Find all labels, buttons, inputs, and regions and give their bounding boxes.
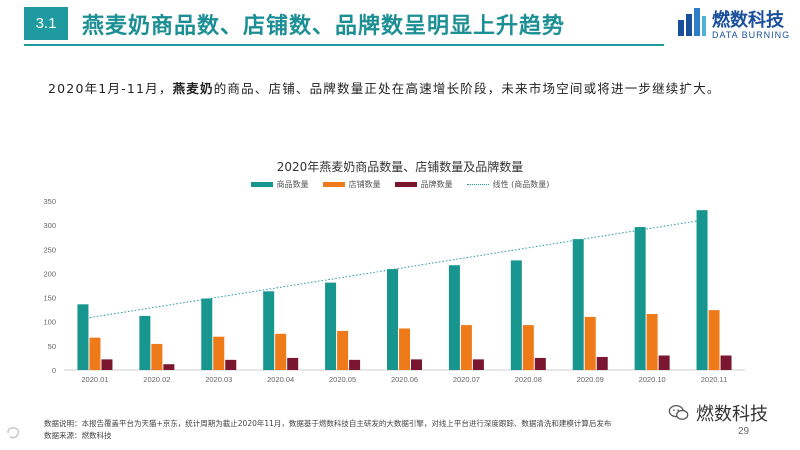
bar-stores (708, 310, 720, 370)
footnote-line-2: 数据来源：燃数科技 (44, 431, 112, 440)
x-tick-label: 2020.06 (391, 375, 418, 384)
summary-prefix: 2020年1月-11月， (48, 81, 173, 96)
x-tick-label: 2020.08 (515, 375, 542, 384)
y-tick-label: 0 (52, 366, 56, 375)
y-tick-label: 50 (48, 342, 56, 351)
bar-brands (349, 359, 361, 370)
bar-stores (646, 313, 658, 370)
bar-stores (89, 337, 101, 370)
bar-products (201, 298, 213, 370)
bar-products (387, 269, 398, 370)
x-tick-label: 2020.05 (329, 375, 356, 384)
legend-label-products: 商品数量 (276, 180, 309, 189)
legend-item-products: 商品数量 (250, 179, 309, 190)
page-title: 燕麦奶商品数、店铺数、品牌数呈明显上升趋势 (82, 14, 566, 39)
bar-brands (411, 359, 422, 370)
summary-suffix: 的商品、店铺、品牌数量正处在高速增长阶段，未来市场空间或将进一步继续扩大。 (213, 81, 721, 96)
wechat-watermark: 燃数科技 (668, 400, 768, 426)
bar-stores (399, 328, 410, 370)
chart-title: 2020年燕麦奶商品数量、店铺数量及品牌数量 (276, 160, 524, 174)
legend-label-stores: 店铺数量 (348, 180, 381, 189)
x-tick-label: 2020.02 (143, 375, 170, 384)
bar-brands (534, 357, 546, 370)
y-tick-label: 200 (43, 269, 56, 278)
bar-products (77, 304, 89, 370)
x-tick-label: 2020.10 (639, 375, 666, 384)
bar-stores (213, 336, 225, 370)
legend-swatch-stores (322, 182, 345, 187)
chart-legend: 商品数量 店铺数量 品牌数量 线性 (商品数量) (0, 179, 800, 190)
x-tick-label: 2020.01 (81, 375, 108, 384)
bar-stores (275, 333, 287, 370)
bar-stores (151, 343, 163, 370)
header-bar: 3.1 燕麦奶商品数、店铺数、品牌数呈明显上升趋势 (0, 0, 800, 46)
summary-highlight: 燕麦奶 (172, 81, 214, 96)
bar-stores (337, 330, 349, 370)
footnote-line-1: 数据说明：本报告覆盖平台为天猫+京东，统计周期为截止2020年11月，数据基于燃… (44, 419, 612, 428)
trendline (82, 219, 703, 320)
y-tick-label: 150 (43, 294, 56, 303)
wechat-icon (668, 405, 689, 420)
footnote: 数据说明：本报告覆盖平台为天猫+京东，统计周期为截止2020年11月，数据基于燃… (44, 418, 611, 442)
bar-stores (460, 325, 472, 370)
x-tick-label: 2020.09 (577, 375, 604, 384)
logo-name-en: DATA BURNING (712, 30, 791, 40)
corner-watermark (6, 426, 26, 440)
logo-mark-icon (678, 8, 706, 36)
bar-brands (163, 364, 175, 370)
bar-brands (658, 355, 670, 370)
bar-products (696, 210, 708, 370)
header-divider (24, 44, 664, 46)
bar-brands (101, 359, 113, 370)
legend-swatch-products (250, 182, 273, 187)
legend-label-trendline: 线性 (商品数量) (492, 180, 550, 189)
logo-name-cn: 燃数科技 (712, 10, 784, 31)
bar-stores (522, 325, 534, 370)
bar-products (634, 227, 646, 370)
section-number-badge: 3.1 (24, 7, 68, 40)
bar-brands (596, 356, 608, 370)
legend-item-brands: 品牌数量 (394, 179, 453, 190)
summary-text: 2020年1月-11月，燕麦奶的商品、店铺、品牌数量正处在高速增长阶段，未来市场… (48, 78, 721, 97)
bar-products (139, 315, 151, 370)
wechat-account-name: 燃数科技 (696, 404, 768, 425)
legend-item-trendline: 线性 (商品数量) (466, 179, 550, 190)
brand-logo: 燃数科技 DATA BURNING (676, 4, 796, 44)
legend-swatch-brands (394, 182, 417, 187)
bar-brands (225, 359, 237, 370)
page-number: 29 (738, 426, 750, 437)
bar-products (510, 260, 522, 370)
bar-stores (584, 316, 596, 370)
corner-watermark-icon (7, 427, 20, 439)
x-tick-label: 2020.07 (453, 375, 480, 384)
bar-brands (720, 355, 732, 370)
legend-label-brands: 品牌数量 (420, 180, 453, 189)
bar-brands (472, 359, 484, 370)
y-tick-label: 100 (43, 318, 56, 327)
bar-products (325, 282, 337, 370)
bar-products (572, 239, 584, 370)
x-tick-label: 2020.11 (701, 375, 728, 384)
bar-products (448, 265, 460, 370)
x-tick-label: 2020.03 (205, 375, 232, 384)
bar-products (263, 291, 275, 370)
x-tick-label: 2020.04 (267, 375, 294, 384)
bar-brands (287, 357, 299, 370)
y-tick-label: 250 (43, 245, 56, 254)
legend-item-stores: 店铺数量 (322, 179, 381, 190)
y-tick-label: 300 (43, 221, 56, 230)
y-tick-label: 350 (43, 197, 56, 206)
legend-swatch-trendline (466, 184, 489, 185)
